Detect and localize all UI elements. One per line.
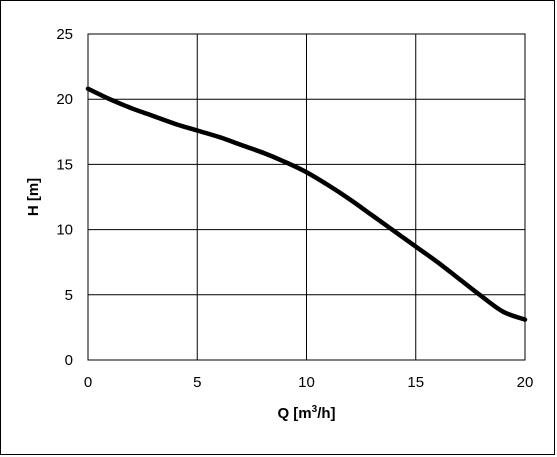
x-tick-label: 5 — [193, 374, 201, 391]
y-tick-label: 5 — [65, 287, 73, 304]
axis-tick-labels: 0 5 10 15 20 0 5 10 15 20 25 — [56, 26, 533, 391]
x-tick-label: 15 — [407, 374, 424, 391]
x-tick-label: 10 — [298, 374, 315, 391]
x-axis-title-tail: /h] — [317, 405, 335, 422]
x-tick-label: 20 — [517, 374, 534, 391]
y-tick-label: 20 — [56, 91, 73, 108]
x-axis-title: Q [m3/h] — [277, 404, 335, 422]
pump-curve-line — [85, 86, 528, 322]
y-tick-label: 0 — [65, 352, 73, 369]
y-tick-label: 15 — [56, 156, 73, 173]
x-axis-title-main: Q [m — [277, 405, 311, 422]
y-tick-label: 25 — [56, 26, 73, 43]
x-axis-title-superscript: 3 — [312, 404, 318, 415]
y-axis-title: H [m] — [25, 178, 42, 216]
plot-area-border — [87, 33, 526, 361]
x-tick-label: 0 — [84, 374, 92, 391]
y-tick-label: 10 — [56, 222, 73, 239]
